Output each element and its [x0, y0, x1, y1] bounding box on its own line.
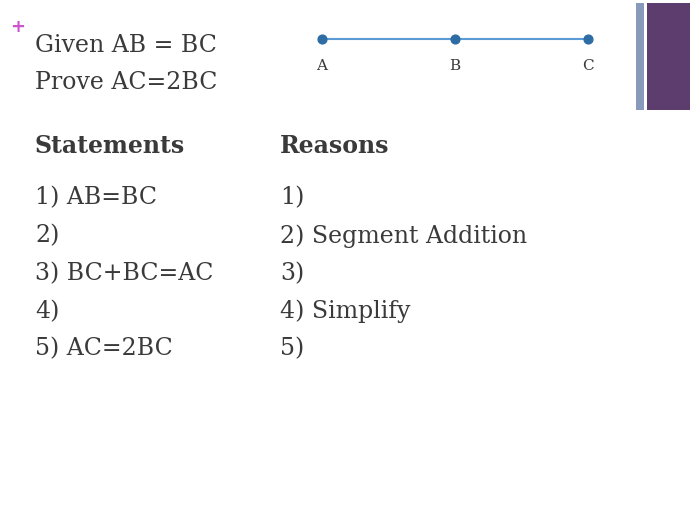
Text: 2): 2)	[35, 224, 60, 247]
Text: 5) AC=2BC: 5) AC=2BC	[35, 338, 173, 361]
Text: 5): 5)	[280, 338, 304, 361]
Text: 1): 1)	[280, 186, 304, 209]
Text: +: +	[10, 18, 25, 36]
Text: Given AB = BC: Given AB = BC	[35, 34, 217, 57]
Text: B: B	[449, 59, 461, 74]
Text: 4) Simplify: 4) Simplify	[280, 300, 410, 323]
Bar	[647, 3, 690, 110]
Text: C: C	[582, 59, 594, 74]
Text: 2) Segment Addition: 2) Segment Addition	[280, 224, 527, 248]
Text: A: A	[316, 59, 328, 74]
Text: 4): 4)	[35, 300, 60, 323]
Text: 3) BC+BC=AC: 3) BC+BC=AC	[35, 262, 214, 285]
Point	[449, 35, 461, 44]
Bar	[636, 3, 644, 110]
Point	[316, 35, 328, 44]
Text: 3): 3)	[280, 262, 304, 285]
Point	[582, 35, 594, 44]
Text: Prove AC=2BC: Prove AC=2BC	[35, 71, 218, 94]
Text: Reasons: Reasons	[280, 134, 389, 158]
Text: 1) AB=BC: 1) AB=BC	[35, 186, 157, 209]
Text: Statements: Statements	[35, 134, 186, 158]
